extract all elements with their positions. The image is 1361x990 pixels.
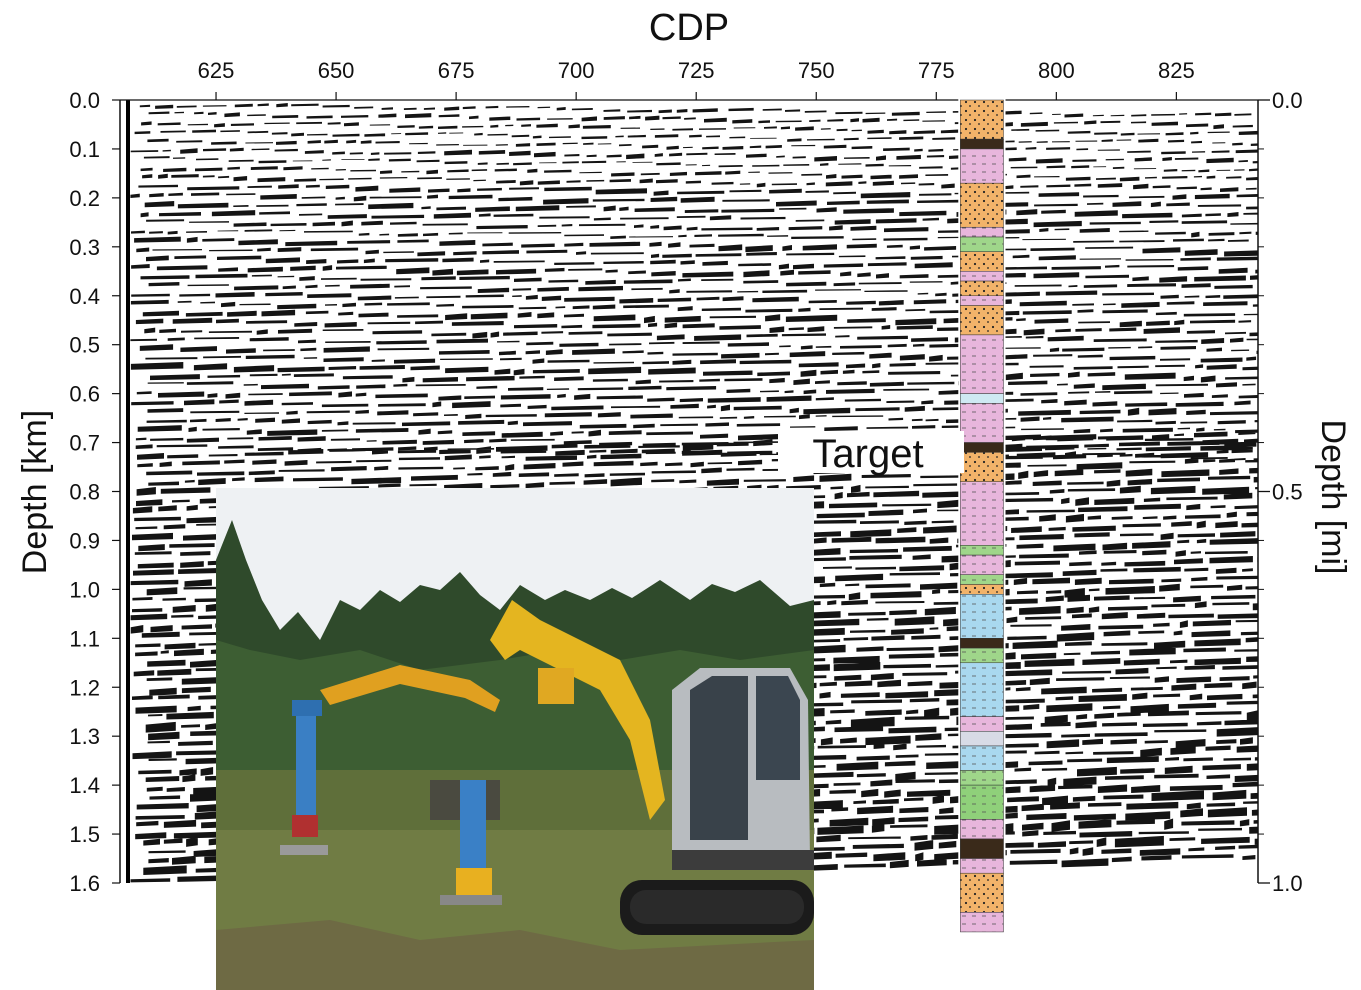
well-log-sand-pattern [960, 183, 1004, 228]
y-tick-label-0.5: 0.5 [69, 333, 100, 358]
x-tick-label-675: 675 [438, 58, 475, 83]
y-tick-label-0.3: 0.3 [69, 235, 100, 260]
x-tick-label-725: 725 [678, 58, 715, 83]
well-log-hatch-pattern [960, 648, 1004, 663]
well-log-sand-pattern [960, 873, 1004, 913]
well-log-hatch-pattern [960, 227, 1004, 238]
well-log-column [958, 99, 1006, 933]
well-log-hatch-pattern [960, 403, 1004, 443]
y-axis-title: Depth [km] [16, 410, 54, 574]
well-log-sand-pattern [960, 452, 1004, 482]
edge-trace [126, 100, 130, 883]
x-tick-label-800: 800 [1038, 58, 1075, 83]
well-log-hatch-pattern [960, 237, 1004, 252]
well-log-layer-lightblue [960, 393, 1004, 404]
y2-tick-labels: 0.0 0.5 1.0 [1258, 88, 1303, 896]
x-tick-label-650: 650 [318, 58, 355, 83]
target-label: Target [812, 432, 923, 476]
well-log-hatch-pattern [960, 662, 1004, 717]
well-log-hatch-pattern [960, 481, 1004, 546]
y2-axis-title: Depth [mi] [1314, 420, 1352, 575]
well-log-hatch-pattern [960, 745, 1004, 771]
well-log-sand-pattern [960, 281, 1004, 296]
well-log-hatch-pattern [960, 574, 1004, 585]
well-log-layer-grey [960, 731, 1004, 747]
well-log-hatch-pattern [960, 555, 1004, 575]
y-tick-label-0.8: 0.8 [69, 480, 100, 505]
well-log-hatch-pattern [960, 594, 1004, 639]
target-annotation: Target [778, 431, 964, 476]
well-log-hatch-pattern [960, 334, 1004, 394]
well-log-layer-thin [960, 638, 1004, 649]
y-tick-label-1.4: 1.4 [69, 773, 100, 798]
y-tick-labels: 0.0 0.1 0.2 0.3 0.4 0.5 0.6 0.7 0.8 0.9 1.0 1.1 1.2 1… [69, 88, 1264, 896]
well-log-hatch-pattern [960, 785, 1004, 820]
y-tick-label-0.6: 0.6 [69, 382, 100, 407]
well-log-hatch-pattern [960, 912, 1004, 932]
x-axis-title: CDP [649, 7, 729, 49]
x-tick-label-700: 700 [558, 58, 595, 83]
y-tick-label-0.4: 0.4 [69, 284, 100, 309]
x-tick-labels: 625 650 675 700 725 750 775 800 825 [198, 58, 1195, 100]
well-log-hatch-pattern [960, 295, 1004, 306]
well-log-hatch-pattern [960, 716, 1004, 732]
well-log-hatch-pattern [960, 770, 1004, 786]
well-log-layer-thin [960, 442, 1004, 453]
x-tick-label-625: 625 [198, 58, 235, 83]
y-tick-label-0.1: 0.1 [69, 137, 100, 162]
y-tick-label-0.9: 0.9 [69, 528, 100, 553]
well-log-sand-pattern [960, 100, 1004, 140]
y-tick-label-1.1: 1.1 [69, 626, 100, 651]
well-log-hatch-pattern [960, 858, 1004, 874]
well-log-hatch-pattern [960, 148, 1004, 184]
well-log-sand-pattern [960, 251, 1004, 272]
well-log-layer-thin [960, 838, 1004, 859]
y-tick-label-0.7: 0.7 [69, 431, 100, 456]
y-tick-label-1.0: 1.0 [69, 577, 100, 602]
y-tick-label-0.2: 0.2 [69, 186, 100, 211]
x-tick-label-775: 775 [918, 58, 955, 83]
target-label-box [778, 431, 964, 473]
well-log-hatch-pattern [960, 545, 1004, 556]
well-log-sand-pattern [960, 584, 1004, 595]
y-tick-label-1.5: 1.5 [69, 822, 100, 847]
well-log-hatch-pattern [960, 819, 1004, 839]
y2-tick-label-0.5: 0.5 [1272, 480, 1303, 505]
x-tick-label-825: 825 [1158, 58, 1195, 83]
y2-tick-label-0.0: 0.0 [1272, 88, 1303, 113]
well-log-sand-pattern [960, 305, 1004, 335]
excavator-photo [216, 488, 814, 990]
y-tick-label-1.6: 1.6 [69, 871, 100, 896]
y-tick-label-1.2: 1.2 [69, 675, 100, 700]
y-tick-label-0.0: 0.0 [69, 88, 100, 113]
well-log-hatch-pattern [960, 271, 1004, 282]
x-tick-label-750: 750 [798, 58, 835, 83]
y2-tick-label-1.0: 1.0 [1272, 871, 1303, 896]
y-tick-label-1.3: 1.3 [69, 724, 100, 749]
well-log-layer-thin [960, 138, 1004, 150]
